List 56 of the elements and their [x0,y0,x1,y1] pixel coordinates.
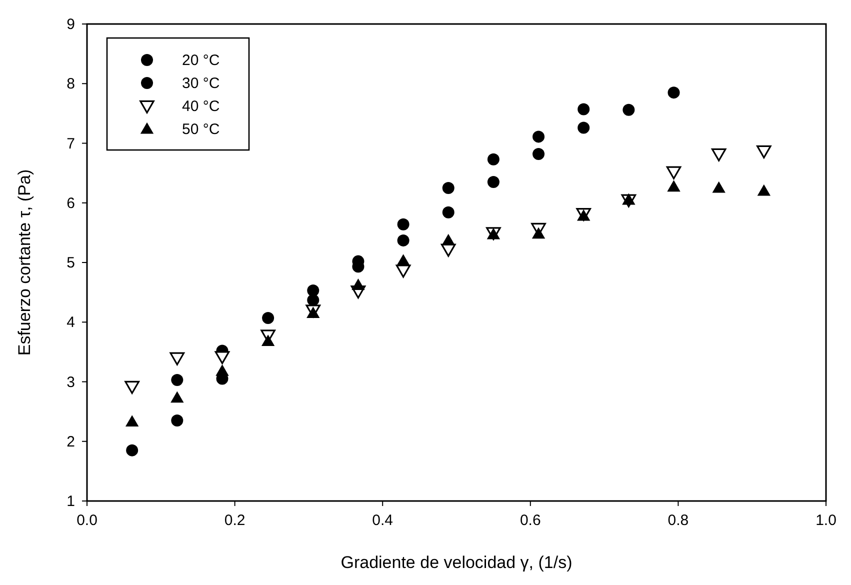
point [261,334,275,346]
point [711,148,726,162]
point [532,130,545,143]
point [170,352,185,366]
x-tick-label: 1.0 [816,512,836,529]
point [170,391,184,403]
point [396,254,410,266]
y-tick-label: 7 [66,135,75,152]
y-tick-label: 8 [66,76,75,93]
legend-label: 40 °C [182,98,220,115]
point [171,414,184,427]
y-tick-label: 6 [66,194,75,212]
point [667,180,680,192]
y-tick-label: 2 [66,433,75,450]
legend-label: 20 °C [182,52,220,69]
point [578,122,590,134]
point [352,278,365,290]
x-tick-label: 0.6 [520,512,541,529]
point [125,415,139,426]
x-tick-label: 0.8 [668,512,689,529]
point [532,227,546,239]
point [442,182,454,194]
point [757,184,771,196]
y-axis-title: Esfuerzo cortante τ, (Pa) [15,169,34,356]
point [397,218,410,230]
point [442,234,455,246]
x-tick-label: 0.0 [76,512,98,529]
y-tick-label: 3 [66,374,75,391]
point [756,145,772,158]
y-tick-label: 9 [66,16,75,33]
point [622,104,635,116]
point [307,294,320,306]
point [442,206,454,218]
point [124,380,140,394]
point [214,351,230,364]
legend-label: 50 °C [182,121,220,138]
legend-label: 30 °C [182,75,220,92]
point [126,444,138,456]
y-tick-label: 5 [66,254,75,272]
point [487,153,500,166]
point [216,364,229,376]
x-axis-title: Gradiente de velocidad γ, (1/s) [340,553,572,572]
point [712,181,726,193]
y-tick-label: 1 [66,493,75,510]
y-tick-label: 4 [66,314,75,332]
point [532,148,545,160]
x-tick-label: 0.2 [224,512,246,529]
point [397,234,410,246]
point [668,86,680,99]
point [262,312,274,324]
point [171,374,184,386]
point [396,264,411,278]
point [666,166,682,180]
x-tick-label: 0.4 [372,512,394,529]
point [487,176,500,188]
point [578,103,590,116]
